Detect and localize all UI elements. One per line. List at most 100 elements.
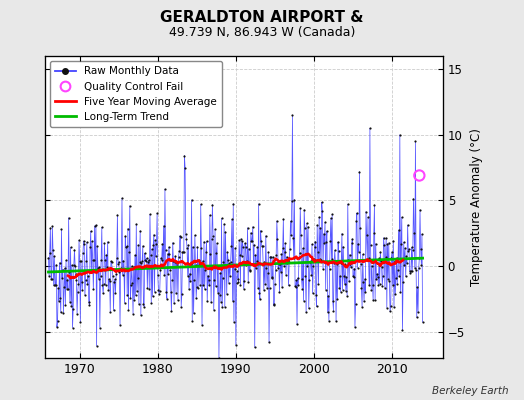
Point (180, 152, 189, 159)
Point (377, 258, 385, 264)
Point (71, 263, 79, 269)
Point (401, 273, 410, 280)
Point (384, 275, 392, 282)
Point (129, 264, 138, 270)
Point (409, 247, 417, 253)
Point (345, 252, 354, 258)
Point (185, 270, 194, 277)
Point (348, 236, 356, 242)
Point (100, 240, 108, 247)
Point (88, 238, 96, 244)
Point (387, 303, 395, 310)
Point (107, 259, 116, 265)
Point (205, 282, 213, 288)
Point (94, 264, 102, 271)
Point (146, 211, 154, 218)
Point (417, 246, 425, 252)
Point (224, 280, 233, 286)
Point (74, 281, 83, 287)
Point (226, 273, 234, 280)
Point (380, 242, 388, 248)
Point (268, 274, 277, 280)
Point (293, 275, 302, 281)
Point (286, 218, 294, 224)
Point (72, 271, 80, 278)
Point (406, 267, 414, 274)
Point (228, 216, 236, 222)
Point (310, 256, 318, 262)
Point (347, 264, 355, 270)
Point (332, 318, 340, 324)
Point (188, 318, 196, 324)
Point (165, 251, 173, 257)
Point (364, 214, 372, 221)
Point (122, 243, 130, 250)
Point (73, 288, 82, 295)
Point (378, 283, 387, 289)
Point (174, 297, 182, 304)
Point (398, 214, 406, 220)
Point (398, 327, 407, 334)
Point (393, 281, 401, 287)
Point (275, 289, 283, 296)
Point (80, 238, 88, 244)
Point (176, 233, 184, 239)
Point (302, 220, 311, 226)
Point (385, 278, 394, 285)
Point (187, 261, 195, 268)
Point (161, 246, 170, 253)
Point (146, 251, 155, 258)
Point (72, 276, 81, 283)
Point (50, 253, 59, 259)
Point (140, 250, 149, 256)
Point (362, 208, 370, 215)
Point (188, 197, 196, 203)
Point (232, 280, 241, 286)
Point (415, 172, 423, 179)
Point (215, 292, 224, 298)
Point (135, 301, 143, 308)
Point (161, 186, 169, 192)
Point (334, 248, 343, 254)
Point (353, 210, 361, 216)
Point (256, 296, 264, 302)
Point (231, 245, 239, 251)
Point (82, 258, 90, 264)
Point (375, 255, 383, 262)
Point (154, 286, 162, 293)
Point (94, 276, 103, 282)
Point (110, 278, 118, 285)
Point (248, 224, 257, 230)
Point (295, 255, 303, 262)
Point (345, 278, 353, 284)
Point (221, 229, 230, 235)
Point (323, 309, 332, 316)
Point (404, 248, 412, 254)
Point (361, 276, 369, 282)
Point (54, 298, 63, 304)
Point (84, 299, 93, 306)
Point (264, 249, 272, 255)
Point (380, 284, 389, 291)
Point (272, 218, 281, 224)
Point (49, 282, 58, 288)
Point (304, 305, 313, 312)
Point (278, 284, 286, 290)
Point (366, 125, 374, 132)
Point (129, 310, 137, 317)
Point (108, 266, 116, 273)
Point (343, 292, 351, 299)
Point (360, 298, 368, 305)
Point (261, 280, 269, 287)
Point (101, 257, 109, 264)
Point (356, 225, 364, 231)
Point (388, 282, 397, 288)
Point (80, 240, 89, 247)
Point (100, 281, 108, 288)
Point (89, 257, 97, 263)
Point (400, 262, 409, 268)
Point (368, 282, 377, 288)
Point (409, 195, 418, 202)
Point (177, 304, 185, 310)
Point (123, 292, 132, 298)
